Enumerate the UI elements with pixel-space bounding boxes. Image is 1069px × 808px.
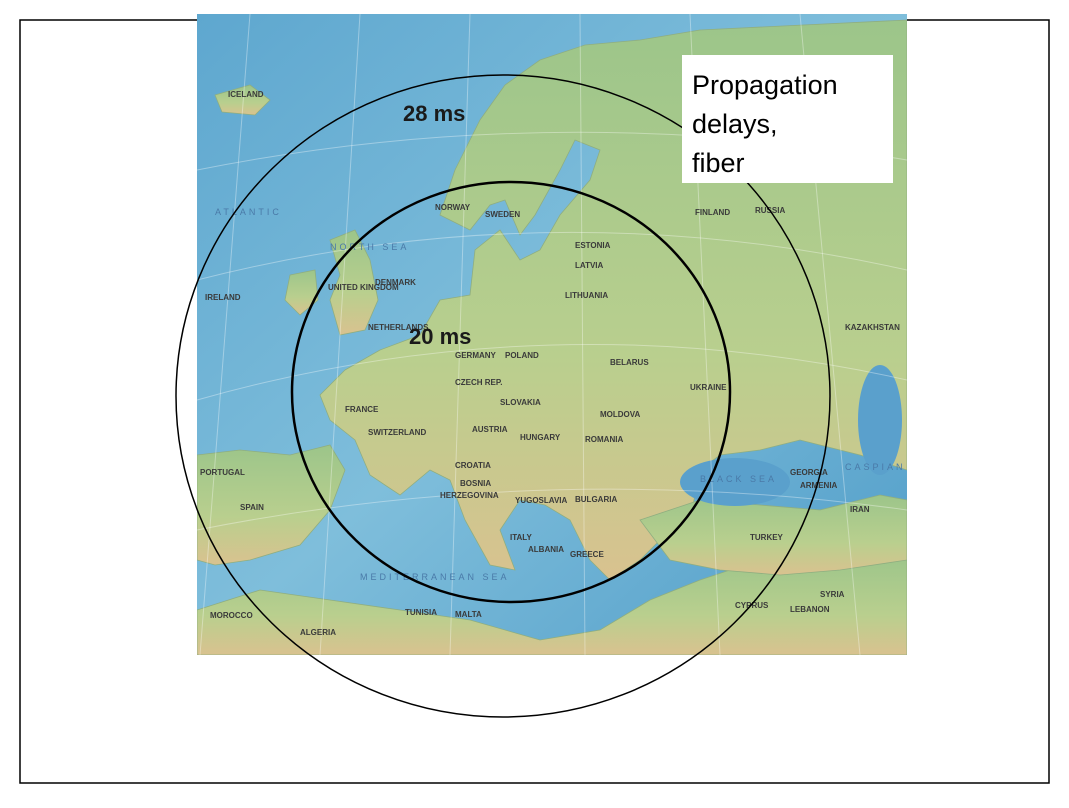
place-label: GEORGIA [790,468,828,477]
caption-line: Propagation [692,70,838,100]
caption-box [682,55,893,183]
place-label: MALTA [455,610,482,619]
place-label: LITHUANIA [565,291,608,300]
sea-label: ATLANTIC [215,207,282,217]
caspian-sea [858,365,902,475]
place-label: CYPRUS [735,601,769,610]
place-label: YUGOSLAVIA [515,496,568,505]
place-label: ITALY [510,533,532,542]
place-label: ALBANIA [528,545,564,554]
place-label: SYRIA [820,590,845,599]
caption-line: fiber [692,148,745,178]
place-label: NORWAY [435,203,471,212]
place-label: GREECE [570,550,604,559]
place-label: KAZAKHSTAN [845,323,900,332]
place-label: ALGERIA [300,628,336,637]
sea-label: BLACK SEA [700,474,777,484]
place-label: CZECH REP. [455,378,502,387]
place-label: SWEDEN [485,210,520,219]
place-label: MOROCCO [210,611,253,620]
delay-label: 28 ms [403,101,465,126]
place-label: ICELAND [228,90,264,99]
place-label: IRAN [850,505,870,514]
outer-delay-circle [175,74,831,718]
place-label: LATVIA [575,261,604,270]
place-label: HERZEGOVINA [440,491,499,500]
place-label: ROMANIA [585,435,623,444]
place-label: HUNGARY [520,433,561,442]
place-label: LEBANON [790,605,830,614]
place-label: SPAIN [240,503,264,512]
place-label: SLOVAKIA [500,398,541,407]
place-labels: ICELAND ATLANTIC NORTH SEA NORWAY SWEDEN FINL… [200,90,938,637]
place-label: TURKEY [750,533,784,542]
place-label: BULGARIA [575,495,617,504]
place-label: IRELAND [205,293,241,302]
place-label: FINLAND [695,208,730,217]
place-label: UNITED KINGDOM [328,283,399,292]
place-label: UKRAINE [690,383,727,392]
land [197,19,907,655]
place-label: NETHERLANDS [368,323,429,332]
place-label: BOSNIA [460,479,491,488]
map: ICELAND ATLANTIC NORTH SEA NORWAY SWEDEN FINL… [197,14,938,655]
place-label: TUNISIA [405,608,437,617]
place-label: PORTUGAL [200,468,245,477]
black-sea [680,458,790,506]
graticule [197,14,907,655]
place-label: AUSTRIA [472,425,508,434]
inner-delay-circle [290,180,732,604]
place-label: BELARUS [610,358,649,367]
place-label: DENMARK [375,278,416,287]
place-label: ESTONIA [575,241,611,250]
place-label: SWITZERLAND [368,428,426,437]
place-label: GERMANY [455,351,497,360]
place-label: POLAND [505,351,539,360]
caption-line: delays, [692,109,778,139]
place-label: CROATIA [455,461,491,470]
sea-label: NORTH SEA [330,242,409,252]
place-label: FRANCE [345,405,379,414]
sea-label: MEDITERRANEAN SEA [360,572,510,582]
place-label: ARMENIA [800,481,838,490]
place-label: MOLDOVA [600,410,641,419]
sea-label: CASPIAN SEA [845,462,938,472]
delay-label: 20 ms [409,324,471,349]
